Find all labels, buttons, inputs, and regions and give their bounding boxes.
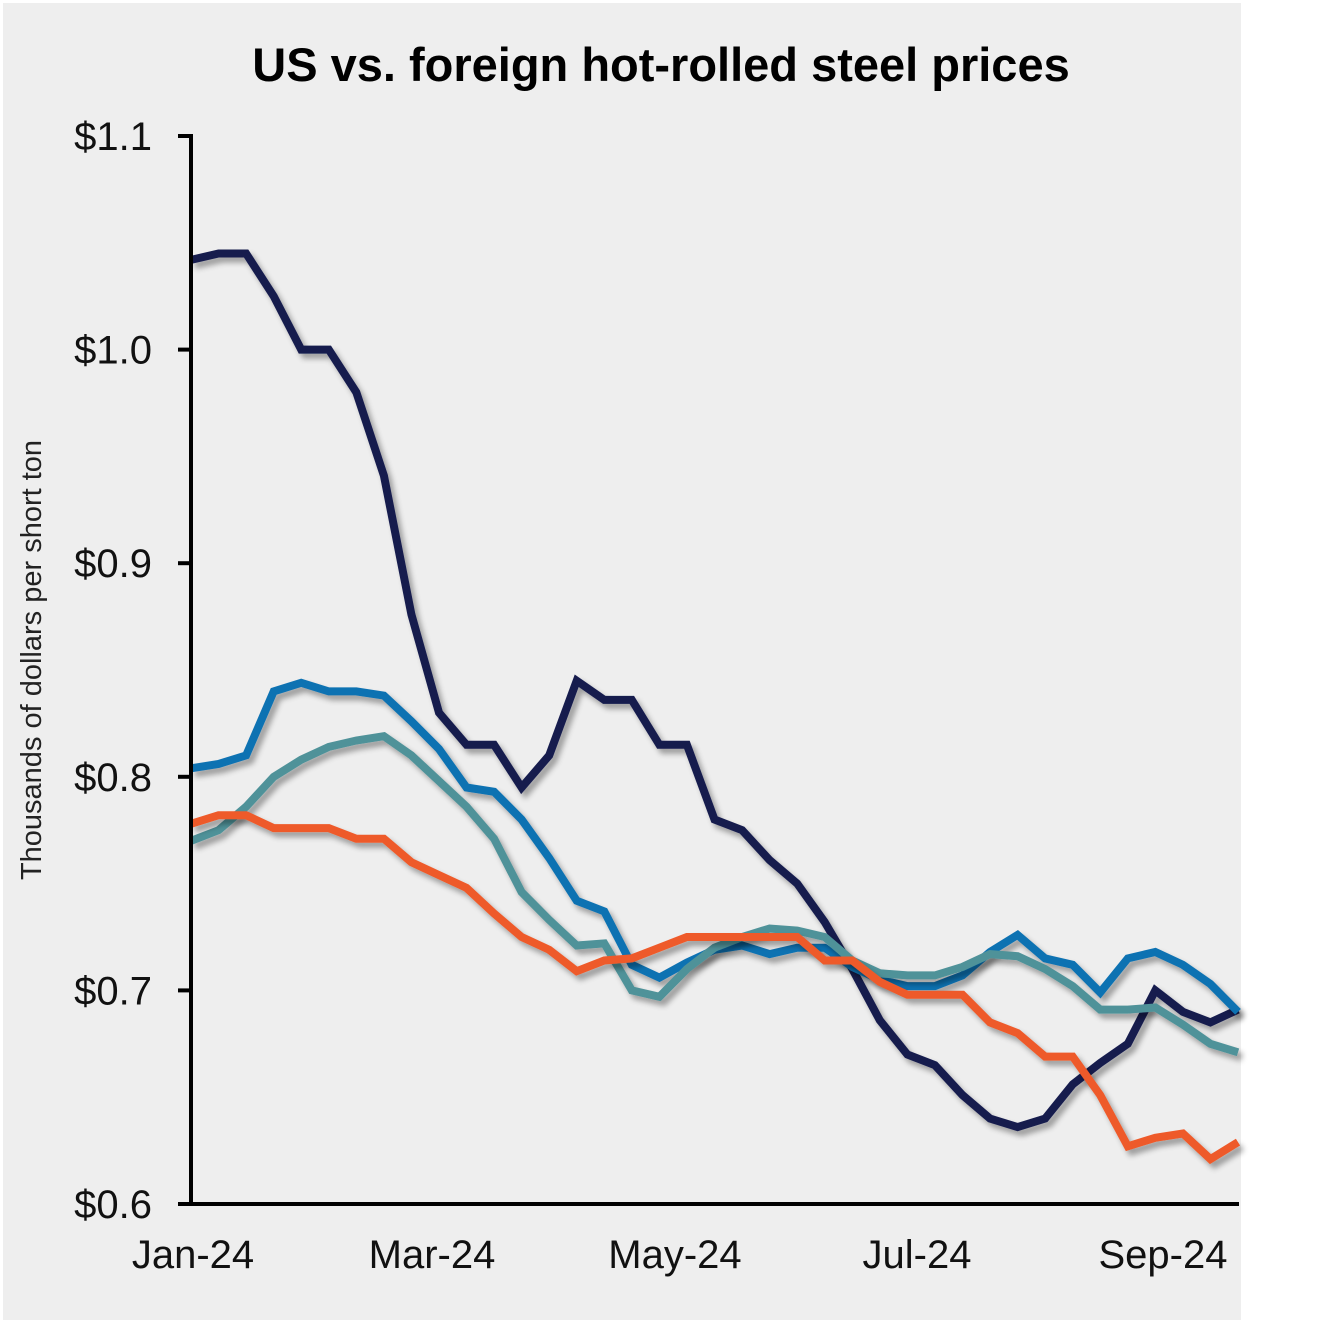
y-tick-label: $1.0 bbox=[74, 329, 152, 373]
series-line-1 bbox=[190, 249, 1240, 1132]
y-axis-label: Thousands of dollars per short ton bbox=[16, 440, 48, 880]
series-layer bbox=[189, 249, 1241, 1165]
y-tick-label: $0.6 bbox=[74, 1183, 152, 1227]
series-line-4 bbox=[189, 811, 1241, 1165]
y-tick-label: $0.8 bbox=[74, 756, 152, 800]
chart-title: US vs. foreign hot-rolled steel prices bbox=[252, 38, 1069, 91]
y-tick-label: $0.9 bbox=[74, 542, 152, 586]
x-tick-label: Mar-24 bbox=[369, 1233, 496, 1277]
x-tick-label: Jan-24 bbox=[132, 1233, 254, 1277]
x-tick-label: May-24 bbox=[608, 1233, 741, 1277]
x-tick-label: Jul-24 bbox=[863, 1233, 972, 1277]
chart-background bbox=[3, 3, 1241, 1320]
series-line-2 bbox=[190, 678, 1241, 1015]
y-ticks: $0.6 $0.7 $0.8 $0.9 $1.0 $1.1 bbox=[74, 115, 191, 1227]
x-ticks: Jan-24 Mar-24 May-24 Jul-24 Sep-24 bbox=[132, 1233, 1228, 1277]
y-tick-label: $1.1 bbox=[74, 115, 152, 159]
x-tick-label: Sep-24 bbox=[1099, 1233, 1228, 1277]
y-tick-label: $0.7 bbox=[74, 969, 152, 1013]
series-line-3 bbox=[189, 732, 1240, 1057]
